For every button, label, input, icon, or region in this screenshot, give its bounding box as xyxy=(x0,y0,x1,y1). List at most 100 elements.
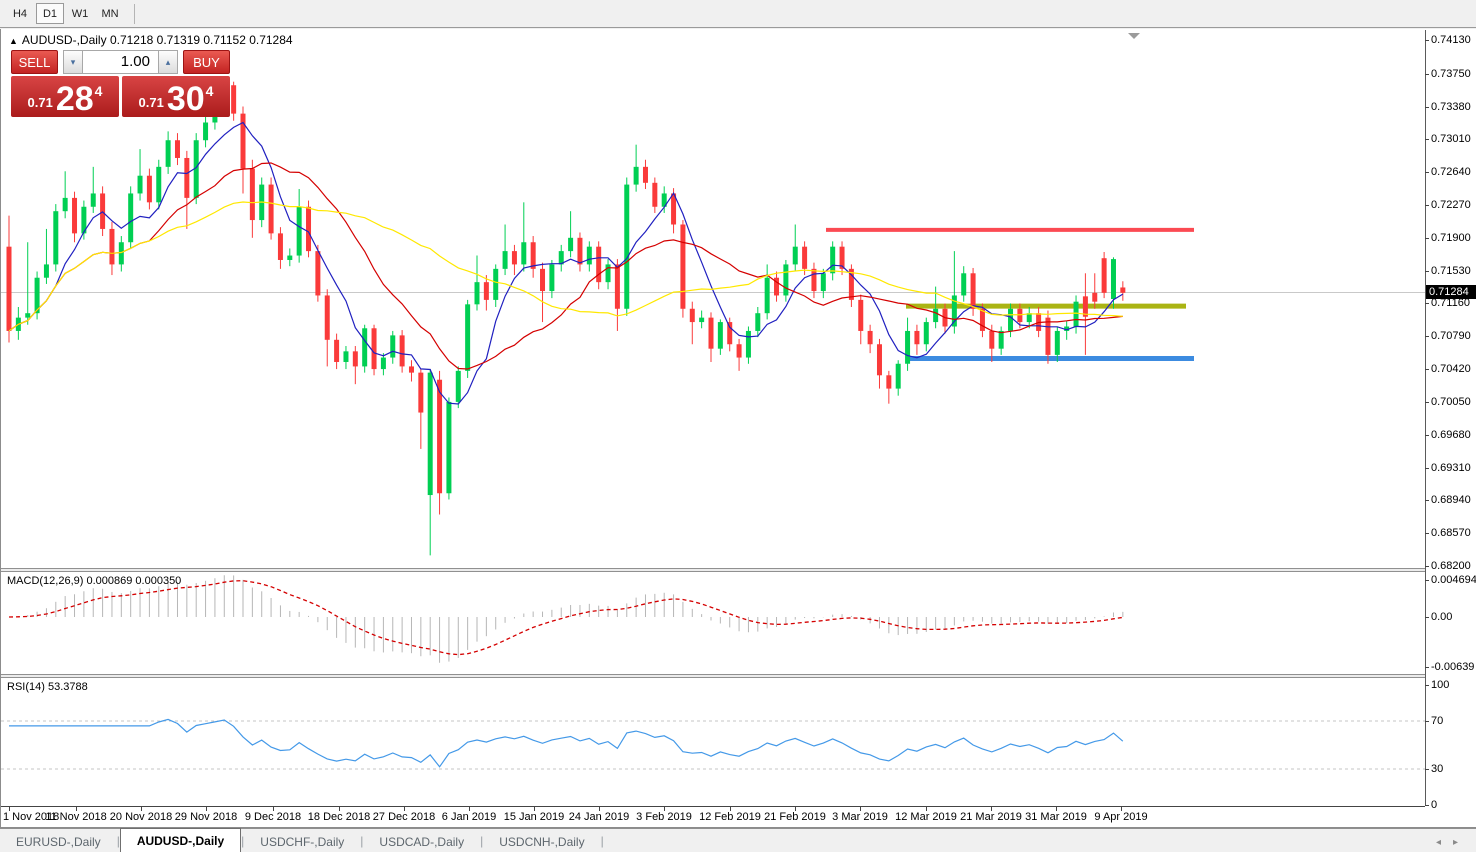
date-label: 29 Nov 2018 xyxy=(174,811,238,823)
tab-audusd[interactable]: AUDUSD-,Daily xyxy=(119,828,242,852)
tab-eurusd[interactable]: EURUSD-,Daily xyxy=(16,834,101,849)
date-label: 21 Feb 2019 xyxy=(764,811,826,823)
price-tick-label: 0.69680 xyxy=(1431,428,1471,441)
date-tick xyxy=(860,807,861,811)
date-label: 9 Apr 2019 xyxy=(1094,811,1148,823)
rsi-tick xyxy=(1425,721,1429,722)
price-tick xyxy=(1425,73,1429,75)
date-tick xyxy=(273,807,274,811)
rsi-tick-label: 100 xyxy=(1431,679,1450,691)
date-label: 9 Dec 2018 xyxy=(244,811,302,823)
date-label: 24 Jan 2019 xyxy=(568,811,630,823)
symbol-tabbar: EURUSD-,Daily | AUDUSD-,Daily | USDCHF-,Dail… xyxy=(0,828,1476,852)
date-label: 6 Jan 2019 xyxy=(441,811,497,823)
date-tick xyxy=(469,807,470,811)
date-label: 18 Dec 2018 xyxy=(307,811,371,823)
date-tick xyxy=(76,807,77,811)
buy-price-box[interactable]: 0.71 30 4 xyxy=(122,76,230,117)
period-button-w1[interactable]: W1 xyxy=(66,3,94,24)
price-tick xyxy=(1425,336,1429,338)
price-tick-label: 0.70790 xyxy=(1431,330,1471,343)
date-label: 20 Nov 2018 xyxy=(109,811,173,823)
price-tick xyxy=(1425,500,1429,502)
rsi-tick xyxy=(1425,685,1429,686)
price-tick xyxy=(1425,434,1429,436)
date-tick xyxy=(1121,807,1122,811)
date-label: 3 Feb 2019 xyxy=(636,811,692,823)
tab-usdchf[interactable]: USDCHF-,Daily xyxy=(260,834,345,849)
date-tick xyxy=(404,807,405,811)
tab-separator: | xyxy=(116,833,120,848)
date-label: 12 Mar 2019 xyxy=(895,811,957,823)
rsi-tick-label: 0 xyxy=(1431,799,1438,811)
macd-signal-line xyxy=(8,580,1123,656)
price-tick-label: 0.72640 xyxy=(1431,166,1471,179)
chart-title: ▲ AUDUSD-,Daily 0.71218 0.71319 0.71152 0… xyxy=(9,33,293,47)
macd-splitter[interactable] xyxy=(1,568,1425,572)
date-axis[interactable]: 1 Nov 2018 11 Nov 2018 20 Nov 2018 29 Nov 2… xyxy=(1,806,1425,828)
tab-separator: | xyxy=(600,833,604,848)
date-label: 12 Feb 2019 xyxy=(699,811,761,823)
period-toolbar: H4 D1 W1 MN xyxy=(0,0,1476,28)
price-tick xyxy=(1425,369,1429,371)
macd-label: MACD(12,26,9) 0.000869 0.000350 xyxy=(7,575,181,587)
macd-tick-label: 0.004694 xyxy=(1431,574,1476,586)
sell-price-prefix: 0.71 xyxy=(27,95,53,110)
macd-tick xyxy=(1425,617,1429,618)
date-tick xyxy=(730,807,731,811)
rsi-splitter[interactable] xyxy=(1,674,1425,678)
price-tick xyxy=(1425,106,1429,108)
price-tick xyxy=(1425,40,1429,41)
price-axis-border xyxy=(1425,30,1426,806)
period-button-d1[interactable]: D1 xyxy=(36,3,64,24)
date-tick xyxy=(141,807,142,811)
date-tick xyxy=(339,807,340,811)
tab-scroll-arrows[interactable]: ◂▸ xyxy=(1435,837,1470,848)
price-tick-label: 0.73750 xyxy=(1431,67,1471,80)
tab-separator: | xyxy=(360,833,364,848)
price-tick xyxy=(1425,401,1429,403)
collapse-icon[interactable]: ▲ xyxy=(9,36,18,46)
buy-button[interactable]: BUY xyxy=(183,50,230,74)
price-tick xyxy=(1425,533,1429,535)
price-tick-label: 0.71160 xyxy=(1431,297,1470,310)
rsi-name: RSI(14) xyxy=(7,681,45,693)
price-tick-label: 0.73010 xyxy=(1431,133,1471,146)
tab-usdcad[interactable]: USDCAD-,Daily xyxy=(379,834,465,849)
rsi-label: RSI(14) 53.3788 xyxy=(7,681,88,693)
date-label: 3 Mar 2019 xyxy=(832,811,888,823)
price-tick-label: 0.68570 xyxy=(1431,527,1471,540)
price-tick-label: 0.72270 xyxy=(1431,198,1471,211)
volume-input[interactable]: 1.00 xyxy=(83,50,158,74)
chart-ohlc-values: 0.71218 0.71319 0.71152 0.71284 xyxy=(109,33,293,47)
date-tick xyxy=(599,807,600,811)
rsi-tick xyxy=(1425,805,1429,806)
rsi-value: 53.3788 xyxy=(47,681,88,693)
macd-name: MACD(12,26,9) xyxy=(7,575,84,587)
volume-increase-button[interactable]: ▴ xyxy=(158,50,178,74)
macd-panel[interactable] xyxy=(1,572,1425,674)
date-label: 15 Jan 2019 xyxy=(503,811,565,823)
rsi-tick-label: 70 xyxy=(1431,715,1444,727)
volume-decrease-button[interactable]: ▾ xyxy=(63,50,83,74)
tab-usdcnh[interactable]: USDCNH-,Daily xyxy=(499,834,585,849)
date-tick xyxy=(991,807,992,811)
date-label: 11 Nov 2018 xyxy=(45,811,107,823)
period-button-mn[interactable]: MN xyxy=(96,3,124,24)
slow-ma xyxy=(8,201,1123,332)
candlestick-chart[interactable] xyxy=(1,30,1425,568)
macd-tick xyxy=(1425,580,1429,581)
price-tick xyxy=(1425,467,1429,469)
sell-button[interactable]: SELL xyxy=(11,50,58,74)
macd-tick-label: 0.00 xyxy=(1431,611,1453,623)
current-price-tag: 0.71284 xyxy=(1426,285,1476,300)
buy-price-big: 30 xyxy=(166,80,205,119)
price-tick xyxy=(1425,172,1429,174)
price-tick xyxy=(1425,139,1429,141)
chart-symbol-label: AUDUSD-,Daily xyxy=(21,33,107,47)
rsi-panel[interactable] xyxy=(1,678,1425,806)
sell-price-box[interactable]: 0.71 28 4 xyxy=(11,76,119,117)
mid-ma xyxy=(8,162,1123,370)
period-button-h4[interactable]: H4 xyxy=(6,3,34,24)
chart-window: ▲ AUDUSD-,Daily 0.71218 0.71319 0.71152 0… xyxy=(0,29,1476,828)
